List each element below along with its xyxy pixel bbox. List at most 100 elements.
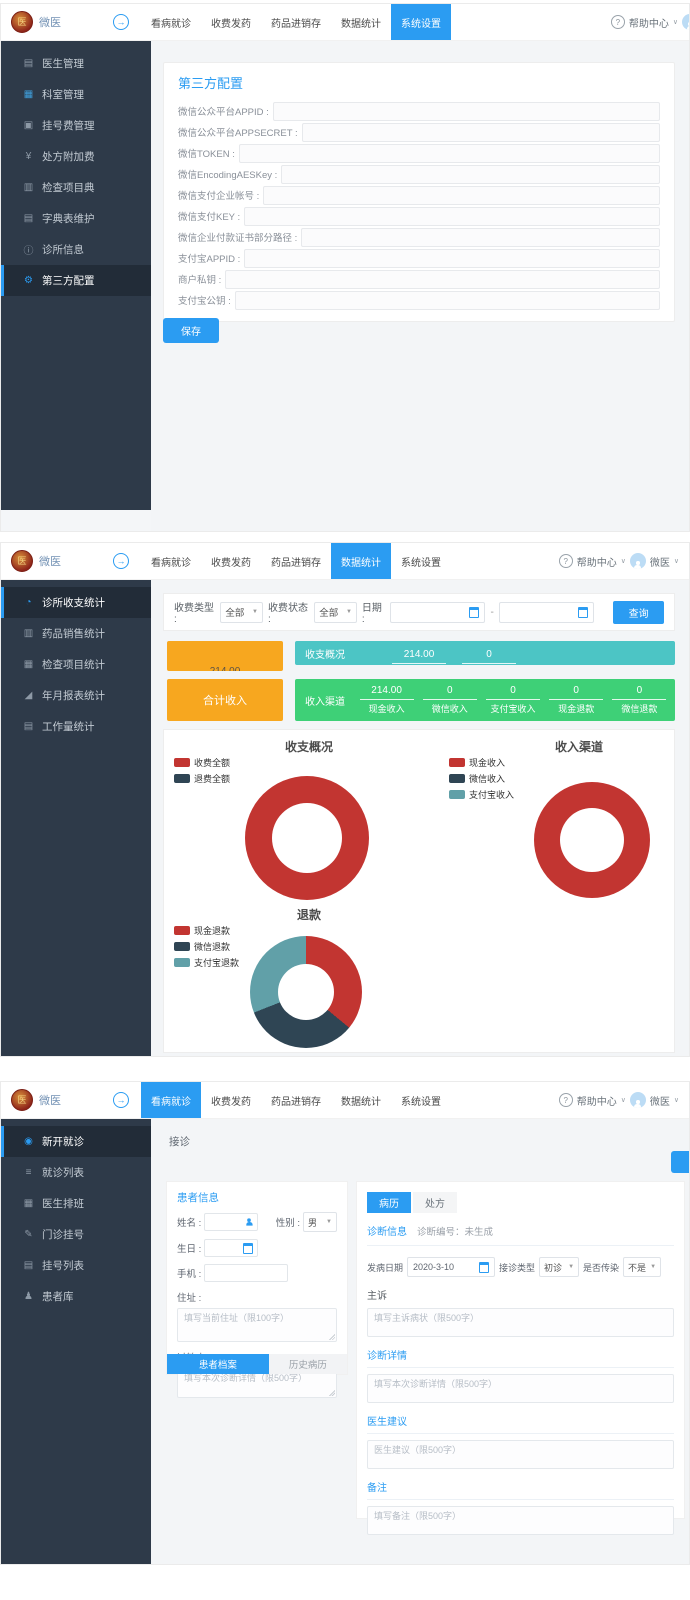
nav-item[interactable]: 药品进销存 <box>271 1096 321 1108</box>
nav-item[interactable]: 系统设置 <box>401 1096 441 1108</box>
gender-select[interactable]: 男 ▼ <box>303 1212 337 1232</box>
legend-item[interactable]: 微信退款 <box>174 940 239 953</box>
donut-chart-income-expense <box>245 776 369 900</box>
name-input[interactable] <box>204 1213 259 1231</box>
avatar[interactable] <box>629 553 646 569</box>
sidebar-item[interactable]: ▦ 检查项目统计 <box>1 649 151 680</box>
sidebar-item-label: 门诊挂号 <box>42 1229 84 1241</box>
sidebar-item[interactable]: ▤ 字典表维护 <box>1 203 151 234</box>
sidebar-item[interactable]: ▤ 医生管理 <box>1 48 151 79</box>
chief-complaint-label: 主诉 <box>367 1291 387 1302</box>
phone-input[interactable] <box>204 1264 289 1282</box>
help-center-link[interactable]: 帮助中心 <box>628 18 669 30</box>
sidebar-item-label: 诊所信息 <box>42 244 84 256</box>
sidebar-item[interactable]: ▥ 药品销售统计 <box>1 618 151 649</box>
avatar[interactable] <box>682 14 689 30</box>
sidebar-toggle-icon[interactable]: → <box>113 14 129 30</box>
sidebar-item-icon: ≡ <box>25 1167 32 1178</box>
config-field-input[interactable] <box>263 185 660 205</box>
date-end-input[interactable] <box>498 601 595 623</box>
avatar[interactable] <box>629 1092 646 1108</box>
chart-title-income-expense: 收支概况 <box>284 740 333 754</box>
config-field-input[interactable] <box>244 206 660 226</box>
legend-item[interactable]: 支付宝退款 <box>174 956 239 969</box>
sidebar-item[interactable]: ♟ 患者库 <box>1 1281 151 1312</box>
legend-item[interactable]: 支付宝收入 <box>449 788 514 801</box>
config-field-input[interactable] <box>234 290 660 310</box>
user-name[interactable]: 微医 <box>649 557 670 569</box>
nav-item[interactable]: 收费发药 <box>211 18 251 30</box>
config-field-input[interactable] <box>238 143 660 163</box>
sidebar-item[interactable]: ▤ 挂号列表 <box>1 1250 151 1281</box>
nav-item[interactable]: 数据统计 <box>341 18 381 30</box>
caret-down-icon: ▼ <box>650 1264 657 1270</box>
nav-item[interactable]: 收费发药 <box>211 1096 251 1108</box>
sidebar-item[interactable]: ▣ 挂号费管理 <box>1 110 151 141</box>
fee-status-select[interactable]: 全部 ▼ <box>314 601 357 623</box>
nav-item[interactable]: 收费发药 <box>211 557 251 569</box>
config-field-input[interactable] <box>272 101 660 121</box>
nav-item[interactable]: 系统设置 <box>391 4 451 40</box>
patient-card-tab[interactable]: 历史病历 <box>268 1354 347 1374</box>
sidebar-item[interactable]: ▦ 科室管理 <box>1 79 151 110</box>
legend-item[interactable]: 现金退款 <box>174 924 239 937</box>
fee-type-select[interactable]: 全部 ▼ <box>220 601 263 623</box>
chief-complaint-textarea[interactable]: 填写主诉病状（限500字） <box>367 1308 674 1337</box>
legend-item[interactable]: 微信收入 <box>449 772 514 785</box>
nav-item[interactable]: 药品进销存 <box>271 557 321 569</box>
sidebar-item[interactable]: ▤ 工作量统计 <box>1 711 151 742</box>
main-content: 接诊 患者信息 姓名 : 性别 : 男 ▼ 生日 : 手机 : <box>151 1118 689 1564</box>
onset-date-input[interactable]: 2020-3-10 <box>407 1257 496 1277</box>
calendar-icon <box>469 606 480 618</box>
sidebar-item[interactable]: ⓘ 诊所信息 <box>1 234 151 265</box>
doctor-advice-textarea[interactable]: 医生建议（限500字） <box>367 1440 674 1469</box>
birth-input[interactable] <box>204 1239 259 1257</box>
date-start-input[interactable] <box>390 601 486 623</box>
remark-textarea[interactable]: 填写备注（限500字） <box>367 1506 674 1535</box>
sidebar-item[interactable]: ◔ 诊所收支统计 <box>1 587 151 618</box>
visit-type-select[interactable]: 初诊 ▼ <box>539 1257 580 1277</box>
sidebar-item[interactable]: ≡ 就诊列表 <box>1 1157 151 1188</box>
sidebar-item[interactable]: ¥ 处方附加费 <box>1 141 151 172</box>
chevron-down-icon: ∨ <box>620 558 626 565</box>
sidebar-item[interactable]: ◢ 年月报表统计 <box>1 680 151 711</box>
nav-item[interactable]: 系统设置 <box>401 557 441 569</box>
sidebar-item[interactable]: ◉ 新开就诊 <box>1 1126 151 1157</box>
sidebar-item[interactable]: ⚙ 第三方配置 <box>1 265 151 296</box>
record-tab[interactable]: 病历 <box>367 1192 411 1213</box>
sidebar-toggle-icon[interactable]: → <box>113 1092 129 1108</box>
legend-item[interactable]: 收费全额 <box>174 756 230 769</box>
sidebar-item[interactable]: ▥ 检查项目典 <box>1 172 151 203</box>
sidebar-item[interactable]: ✎ 门诊挂号 <box>1 1219 151 1250</box>
nav-item[interactable]: 看病就诊 <box>141 1082 201 1118</box>
nav-item[interactable]: 数据统计 <box>331 543 391 579</box>
address-textarea[interactable]: 填写当前住址（限100字） <box>177 1308 337 1342</box>
help-center-link[interactable]: 帮助中心 <box>576 1096 617 1108</box>
config-field-input[interactable] <box>301 227 660 247</box>
nav-item[interactable]: 数据统计 <box>341 1096 381 1108</box>
stat-underline <box>359 699 414 700</box>
legend-item[interactable]: 现金收入 <box>449 756 514 769</box>
config-field-input[interactable] <box>225 269 660 289</box>
config-field-input[interactable] <box>281 164 660 184</box>
nav-item[interactable]: 看病就诊 <box>151 18 191 30</box>
sidebar-toggle-icon[interactable]: → <box>113 553 129 569</box>
config-field-input[interactable] <box>244 248 660 268</box>
sidebar-item[interactable]: ▦ 医生排班 <box>1 1188 151 1219</box>
user-name[interactable]: 微医 <box>649 1096 670 1108</box>
action-button-clipped[interactable] <box>671 1151 689 1173</box>
infectious-select[interactable]: 不是 ▼ <box>623 1257 662 1277</box>
nav-item[interactable]: 看病就诊 <box>151 557 191 569</box>
config-field-input[interactable] <box>301 122 660 142</box>
nav-item[interactable]: 药品进销存 <box>271 18 321 30</box>
date-label: 日期 : <box>361 603 382 625</box>
help-center-link[interactable]: 帮助中心 <box>576 557 617 569</box>
patient-card-tab[interactable]: 患者档案 <box>167 1354 269 1374</box>
legend-item[interactable]: 退费全额 <box>174 772 230 785</box>
diagnosis-detail-textarea[interactable]: 填写本次诊断详情（限500字） <box>367 1374 674 1403</box>
save-button[interactable]: 保存 <box>163 318 219 343</box>
record-tab[interactable]: 处方 <box>413 1192 457 1213</box>
query-button[interactable]: 查询 <box>613 600 664 624</box>
chart-legend: 现金退款 微信退款 支付宝退款 <box>174 924 239 969</box>
sidebar-item-icon: ◢ <box>24 690 33 701</box>
